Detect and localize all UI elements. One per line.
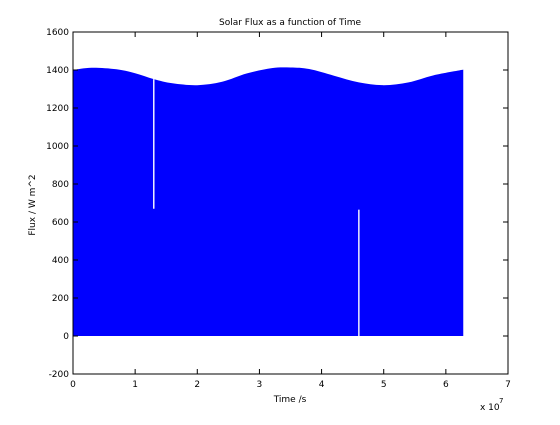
x-tick-label: 3 — [257, 380, 263, 390]
y-tick-label: 600 — [52, 218, 69, 228]
axes: 0 1 2 3 4 5 6 7-2000200400600800100012001400160… — [46, 28, 511, 390]
y-tick-label: -200 — [49, 370, 70, 380]
x-multiplier-label: x 10 — [480, 403, 500, 413]
x-tick-label: 7 — [505, 380, 511, 390]
y-tick-label: 0 — [63, 332, 69, 342]
x-tick-label: 0 — [70, 380, 76, 390]
series-fill-0 — [73, 67, 464, 337]
x-axis-label: Time /s — [273, 395, 307, 405]
x-tick-label: 2 — [194, 380, 200, 390]
x-tick-label: 6 — [443, 380, 449, 390]
axes-frame — [72, 31, 509, 375]
y-tick-label: 800 — [52, 180, 69, 190]
x-tick-label: 1 — [132, 380, 138, 390]
y-tick-label: 1600 — [46, 28, 69, 38]
plot-area — [73, 32, 508, 374]
y-tick-label: 1000 — [46, 142, 69, 152]
x-tick-label: 4 — [319, 380, 325, 390]
x-multiplier-exponent: 7 — [499, 397, 503, 405]
y-tick-label: 1400 — [46, 66, 69, 76]
y-tick-label: 1200 — [46, 104, 69, 114]
x-tick-label: 5 — [381, 380, 387, 390]
y-tick-label: 400 — [52, 256, 69, 266]
y-tick-label: 200 — [52, 294, 69, 304]
chart-title: Solar Flux as a function of Time — [219, 18, 361, 28]
y-axis-label: Flux / W m^2 — [28, 174, 38, 235]
